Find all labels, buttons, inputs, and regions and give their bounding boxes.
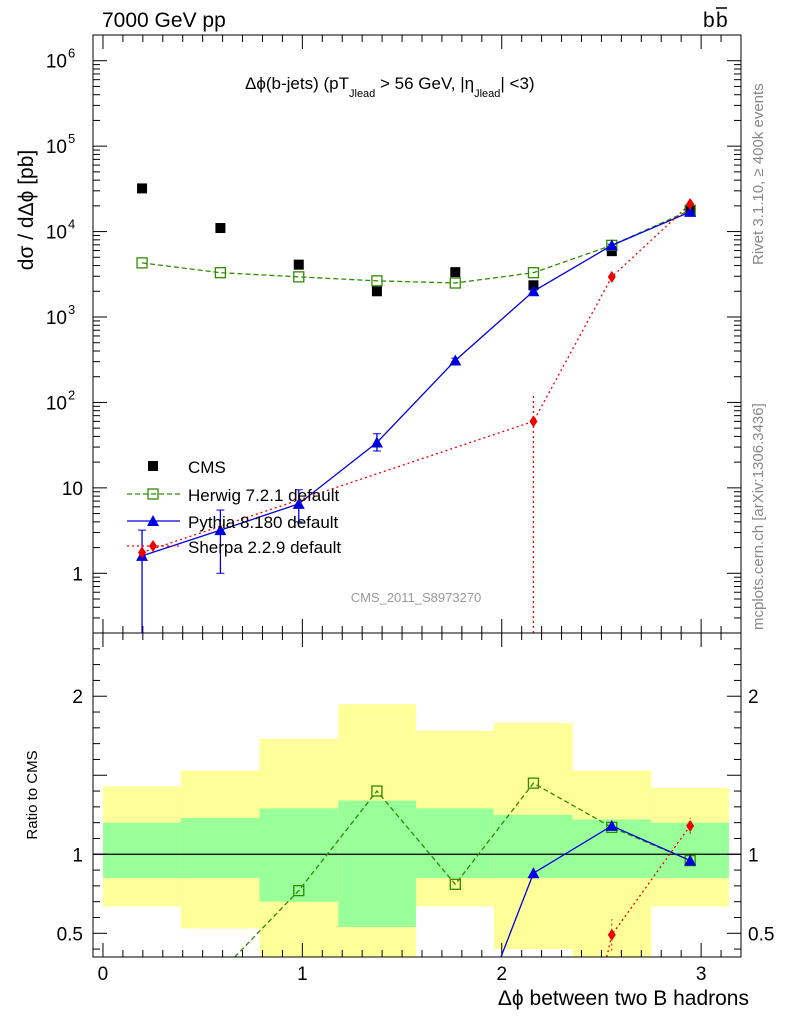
ratio-series-sherpa: [606, 817, 695, 958]
herwig-point: [449, 277, 461, 289]
ratio-series-herwig: [234, 777, 696, 958]
x-tick-label: 3: [696, 964, 707, 985]
y-tick-label: 10: [46, 308, 67, 329]
pythia-ratio-point: [605, 819, 618, 831]
uncertainty-band-inner: [416, 808, 494, 878]
header-energy-label: 7000 GeV pp: [102, 9, 226, 32]
series-sherpa: [138, 198, 695, 633]
pythia-point: [292, 497, 305, 509]
ratio-series-pythia: [500, 819, 697, 958]
y-tick-exponent: 4: [68, 217, 75, 232]
pythia-ratio-point: [684, 854, 697, 866]
legend-label-pythia: Pythia 8.180 default: [188, 513, 339, 532]
herwig-point: [527, 267, 540, 279]
uncertainty-band-inner: [102, 822, 181, 878]
uncertainty-band-inner: [338, 800, 417, 927]
cms-point: [137, 183, 148, 194]
y-tick-exponent: 2: [68, 387, 75, 402]
cms-point: [293, 259, 304, 270]
y-tick-label: 10: [46, 223, 67, 244]
x-tick-label: 0: [98, 964, 109, 985]
y-tick-exponent: 5: [68, 131, 75, 146]
rivet-version-label: Rivet 3.1.10, ≥ 400k events: [750, 83, 767, 265]
y-tick-label: 1: [72, 564, 83, 585]
herwig-ratio-point: [293, 884, 305, 897]
sherpa-point: [529, 415, 538, 428]
ratio-y-tick-label-right: 0.5: [748, 924, 774, 945]
legend-marker-pythia: [147, 515, 159, 526]
herwig-ratio-point: [371, 785, 383, 797]
herwig-ratio-point: [449, 878, 461, 890]
pythia-point: [684, 205, 697, 217]
herwig-point: [214, 267, 227, 279]
ratio-y-axis-label: Ratio to CMS: [24, 750, 41, 839]
herwig-ratio-line: [234, 782, 691, 958]
legend-label-sherpa: Sherpa 2.2.9 default: [188, 538, 341, 557]
pythia-point: [449, 354, 462, 366]
y-tick-label: 10: [46, 137, 67, 158]
legend-marker-herwig: [147, 488, 159, 500]
uncertainty-band-inner: [493, 814, 573, 878]
pythia-point: [214, 524, 227, 536]
sherpa-ratio-point: [686, 819, 695, 832]
sherpa-point: [607, 270, 616, 283]
y-tick-label: 10: [62, 479, 83, 500]
pythia-point: [605, 239, 618, 251]
uncertainty-band-inner: [180, 817, 260, 878]
pythia-point: [527, 285, 540, 297]
main-y-axis-label: dσ / dΔϕ [pb]: [15, 150, 38, 270]
cms-point: [606, 246, 617, 257]
header-process-b: b: [703, 9, 715, 32]
sherpa-point: [138, 546, 147, 559]
legend-label-herwig: Herwig 7.2.1 default: [188, 486, 339, 505]
legend-label-cms: CMS: [188, 458, 226, 477]
legend: CMS Herwig 7.2.1 default Pythia 8.180 defa…: [127, 458, 341, 557]
ratio-y-tick-label-right: 2: [748, 687, 759, 708]
cms-point: [371, 286, 382, 297]
cms-point: [450, 267, 461, 278]
cms-point: [215, 223, 226, 234]
pythia-ratio-line: [500, 825, 691, 958]
main-title: Δϕ(b-jets) (pTJlead > 56 GeV, |ηJlead| <…: [245, 74, 535, 100]
y-tick-exponent: 6: [68, 46, 75, 61]
pythia-point: [370, 436, 383, 448]
ratio-frame: [92, 632, 742, 958]
herwig-point: [293, 271, 305, 283]
analysis-watermark: CMS_2011_S8973270: [351, 590, 482, 605]
x-tick-label: 2: [496, 964, 507, 985]
legend-marker-cms: [148, 461, 158, 471]
herwig-point: [371, 275, 383, 287]
y-tick-exponent: 3: [68, 302, 75, 317]
x-tick-label: 1: [297, 964, 308, 985]
mcplots-label: mcplots.cern.ch [arXiv:1306.3436]: [750, 403, 767, 630]
ratio-y-tick-label: 0.5: [57, 924, 83, 945]
herwig-point: [136, 257, 148, 269]
sherpa-ratio-point: [607, 928, 616, 941]
herwig-ratio-point: [527, 777, 540, 789]
y-tick-label: 10: [46, 52, 67, 73]
ratio-y-tick-label: 2: [72, 687, 83, 708]
ratio-y-tick-label: 1: [72, 845, 83, 866]
y-tick-label: 10: [46, 393, 67, 414]
sherpa-point: [686, 198, 695, 211]
pythia-line: [141, 211, 691, 557]
ratio-y-tick-label-right: 1: [748, 845, 759, 866]
sherpa-line: [141, 203, 691, 554]
x-axis-label: Δϕ between two B hadrons: [498, 987, 749, 1010]
herwig-line: [141, 209, 691, 284]
pythia-ratio-point: [527, 867, 540, 879]
ratio-panel: 0.5 0.5 1 1 2 2 0 1 2 3 Ratio to CMS Δϕ between t…: [24, 632, 774, 1010]
header-process-bbar: b: [716, 9, 728, 32]
legend-marker-sherpa: [149, 540, 157, 552]
